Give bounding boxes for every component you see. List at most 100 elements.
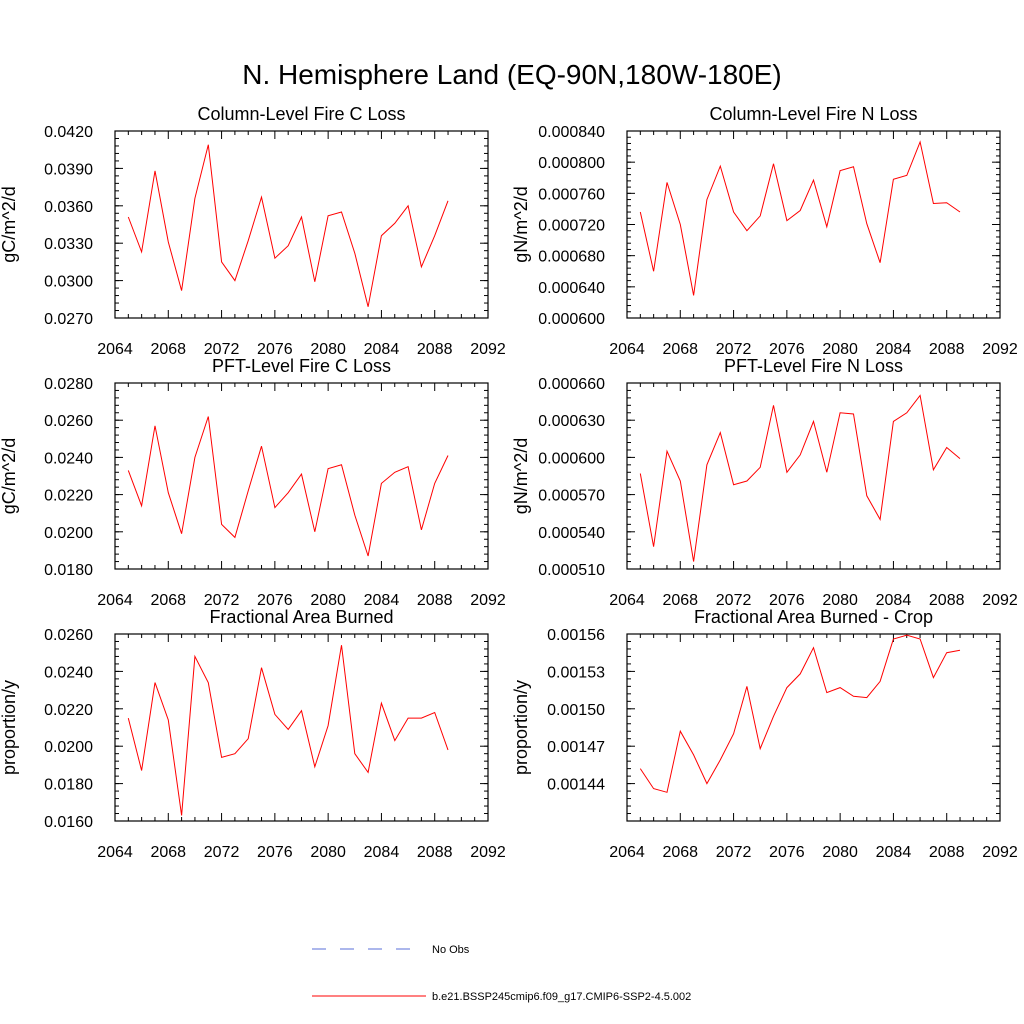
plot-frame	[114, 130, 489, 319]
y-tick-label: 0.0240	[44, 664, 93, 681]
x-tick-label: 2088	[929, 341, 965, 358]
plot-frame	[114, 382, 489, 570]
x-tick-label: 2088	[417, 592, 453, 609]
y-tick-label: 0.000600	[538, 450, 605, 467]
y-tick-label: 0.0160	[44, 814, 93, 831]
x-tick-label: 2068	[150, 341, 186, 358]
panel-title: Fractional Area Burned	[209, 607, 393, 627]
y-tick-label: 0.00144	[547, 777, 605, 794]
legend-label-no-obs: No Obs	[432, 944, 470, 956]
y-axis-label: gN/m^2/d	[511, 186, 531, 262]
x-tick-label: 2064	[609, 341, 645, 358]
x-tick-label: 2080	[310, 592, 346, 609]
y-tick-label: 0.00156	[547, 627, 605, 644]
x-tick-label: 2080	[822, 592, 858, 609]
panel-area-burned: 2064 2068 2072 2076 2080 2084 2088 2092 0.0160 0.…	[0, 607, 506, 861]
x-tick-label: 2092	[470, 592, 506, 609]
x-tick-label: 2092	[470, 844, 506, 861]
y-tick-label: 0.0280	[44, 376, 93, 393]
x-tick-label: 2088	[417, 341, 453, 358]
y-axis-label: gN/m^2/d	[511, 438, 531, 514]
y-tick-label: 0.0300	[44, 274, 93, 291]
plot-frame	[626, 633, 1001, 822]
series-line	[639, 394, 961, 562]
plot-frame	[114, 633, 489, 822]
panel-area-burned-crop: 2064 2068 2072 2076 2080 2084 2088 2092 0.00144 0…	[511, 607, 1018, 861]
x-tick-label: 2088	[417, 844, 453, 861]
x-tick-label: 2072	[204, 844, 240, 861]
x-tick-label: 2076	[769, 592, 805, 609]
x-tick-label: 2068	[150, 592, 186, 609]
x-tick-label: 2072	[204, 592, 240, 609]
x-tick-label: 2072	[716, 341, 752, 358]
y-tick-label: 0.0180	[44, 562, 93, 579]
y-tick-label: 0.0260	[44, 627, 93, 644]
x-tick-label: 2064	[97, 844, 133, 861]
y-tick-label: 0.0260	[44, 413, 93, 430]
x-tick-label: 2088	[929, 844, 965, 861]
x-tick-label: 2080	[310, 844, 346, 861]
y-tick-label: 0.00153	[547, 664, 605, 681]
y-tick-label: 0.0240	[44, 450, 93, 467]
series-line	[127, 144, 449, 307]
y-tick-label: 0.000600	[538, 311, 605, 328]
y-tick-label: 0.000510	[538, 562, 605, 579]
figure-title: N. Hemisphere Land (EQ-90N,180W-180E)	[242, 59, 782, 90]
x-tick-label: 2064	[97, 592, 133, 609]
y-tick-label: 0.000680	[538, 249, 605, 266]
x-tick-label: 2064	[97, 341, 133, 358]
x-tick-label: 2072	[204, 341, 240, 358]
x-tick-label: 2076	[257, 844, 293, 861]
x-tick-label: 2076	[257, 592, 293, 609]
x-tick-label: 2084	[876, 341, 912, 358]
x-tick-label: 2092	[982, 592, 1018, 609]
x-tick-label: 2084	[876, 844, 912, 861]
x-tick-label: 2092	[982, 844, 1018, 861]
y-tick-label: 0.000660	[538, 376, 605, 393]
x-tick-label: 2080	[822, 844, 858, 861]
plot-frame	[626, 382, 1001, 570]
x-tick-label: 2080	[822, 341, 858, 358]
x-tick-label: 2068	[662, 592, 698, 609]
x-tick-label: 2068	[662, 341, 698, 358]
x-tick-label: 2084	[364, 844, 400, 861]
y-axis-label: gC/m^2/d	[0, 438, 19, 514]
y-tick-label: 0.0180	[44, 777, 93, 794]
x-tick-label: 2084	[364, 592, 400, 609]
y-axis-label: gC/m^2/d	[0, 186, 19, 262]
y-tick-label: 0.0330	[44, 236, 93, 253]
y-tick-label: 0.000630	[538, 413, 605, 430]
legend-label-model-run: b.e21.BSSP245cmip6.f09_g17.CMIP6-SSP2-4.…	[432, 991, 691, 1003]
y-tick-label: 0.0200	[44, 525, 93, 542]
panel-title: Column-Level Fire C Loss	[197, 104, 405, 124]
panel-title: Fractional Area Burned - Crop	[694, 607, 933, 627]
y-tick-label: 0.00147	[547, 739, 605, 756]
y-tick-label: 0.000540	[538, 525, 605, 542]
x-tick-label: 2084	[364, 341, 400, 358]
legend: No Obs b.e21.BSSP245cmip6.f09_g17.CMIP6-…	[312, 944, 691, 1003]
x-tick-label: 2076	[769, 341, 805, 358]
y-tick-label: 0.0390	[44, 161, 93, 178]
plot-frame	[626, 130, 1001, 319]
x-tick-label: 2068	[150, 844, 186, 861]
panel-column-c-loss: 2064 2068 2072 2076 2080 2084 2088 2092 0.0270 0.…	[0, 104, 506, 358]
x-tick-label: 2080	[310, 341, 346, 358]
x-tick-label: 2072	[716, 592, 752, 609]
series-line	[127, 645, 449, 816]
x-tick-label: 2064	[609, 592, 645, 609]
series-line	[639, 634, 961, 793]
panel-title: PFT-Level Fire N Loss	[724, 356, 903, 376]
x-tick-label: 2072	[716, 844, 752, 861]
y-tick-label: 0.0420	[44, 124, 93, 141]
panel-title: PFT-Level Fire C Loss	[212, 356, 391, 376]
panel-pft-n-loss: 2064 2068 2072 2076 2080 2084 2088 2092 0.000510…	[511, 356, 1018, 609]
panel-title: Column-Level Fire N Loss	[709, 104, 917, 124]
y-tick-label: 0.000760	[538, 186, 605, 203]
y-axis-label: proportion/y	[0, 680, 19, 775]
x-tick-label: 2088	[929, 592, 965, 609]
panel-column-n-loss: 2064 2068 2072 2076 2080 2084 2088 2092 0.000600…	[511, 104, 1018, 358]
panels-group: 2064 2068 2072 2076 2080 2084 2088 2092 0.0270 0.…	[0, 104, 1018, 861]
x-tick-label: 2092	[470, 341, 506, 358]
x-tick-label: 2076	[257, 341, 293, 358]
